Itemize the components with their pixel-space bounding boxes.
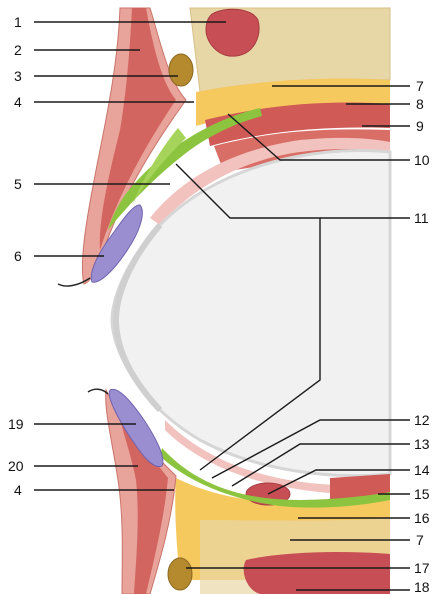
leader-12 [211,419,410,479]
label-7-bottom: 7 [416,532,424,548]
lower-eyelash [87,388,109,395]
lower-tarsal-gland [108,388,164,468]
maxillary-sinus [243,552,390,594]
frontal-sinus [205,8,260,57]
label-17: 17 [414,560,430,576]
label-15: 15 [414,486,430,502]
label-18: 18 [414,579,430,594]
label-10: 10 [414,152,430,168]
label-5: 5 [14,176,22,192]
orbicularis-muscle-upper [99,8,176,250]
label-20: 20 [8,458,24,474]
label-3: 3 [14,68,22,84]
label-9: 9 [416,118,424,134]
mullers-muscle [132,128,186,205]
label-14: 14 [414,462,430,478]
label-4-top: 4 [14,94,22,110]
label-6: 6 [14,248,22,264]
cornea [112,223,163,413]
leader-14 [267,469,410,495]
label-4-bottom: 4 [14,482,22,498]
orbital-septum-fat-pad [168,53,194,87]
label-11: 11 [414,210,429,226]
label-12: 12 [414,412,430,428]
orbicularis-muscle-lower [116,400,168,594]
label-13: 13 [414,436,430,452]
leader-13 [231,443,410,487]
leader-10 [227,113,410,161]
label-16: 16 [414,510,430,526]
label-2: 2 [14,42,22,58]
label-1: 1 [14,14,22,30]
label-8: 8 [416,96,424,112]
label-7-top: 7 [416,78,424,94]
lower-eyelid-retractors [160,448,390,508]
lower-orbital-fat-pad [167,557,193,591]
levator-aponeurosis [108,108,262,230]
upper-eyelash [57,277,91,287]
conjunctiva-upper [150,137,390,225]
upper-tarsal-gland [90,204,143,283]
eyeball-globe [110,149,392,478]
label-19: 19 [8,416,24,432]
